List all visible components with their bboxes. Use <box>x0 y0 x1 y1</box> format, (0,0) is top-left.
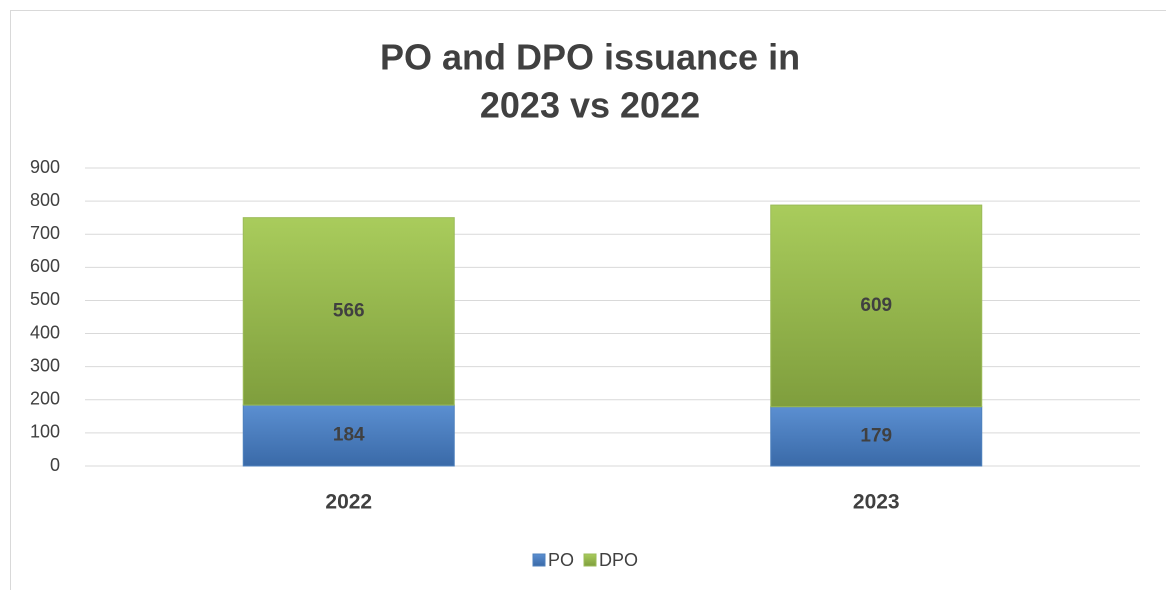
chart-border <box>10 10 1166 590</box>
legend-swatch <box>532 553 546 567</box>
y-tick-label: 600 <box>30 256 60 276</box>
y-tick-label: 400 <box>30 322 60 342</box>
legend-label: PO <box>548 550 574 570</box>
y-tick-label: 300 <box>30 355 60 375</box>
data-label: 609 <box>860 295 892 316</box>
bar-segment <box>770 204 983 408</box>
y-tick-label: 500 <box>30 289 60 309</box>
x-tick-label: 2023 <box>853 491 900 514</box>
data-label: 179 <box>860 425 892 446</box>
y-tick-label: 200 <box>30 389 60 409</box>
chart-title: PO and DPO issuance in <box>380 37 800 78</box>
y-tick-label: 100 <box>30 422 60 442</box>
data-label: 184 <box>333 425 365 446</box>
data-label: 566 <box>333 300 365 321</box>
x-tick-label: 2022 <box>325 491 372 514</box>
y-tick-label: 800 <box>30 190 60 210</box>
y-tick-label: 900 <box>30 157 60 177</box>
y-tick-label: 700 <box>30 223 60 243</box>
chart-title: 2023 vs 2022 <box>480 85 700 126</box>
bar-segment <box>770 406 983 467</box>
bar-segment <box>242 217 455 406</box>
y-tick-label: 0 <box>50 455 60 475</box>
legend-label: DPO <box>599 550 638 570</box>
bar-segment <box>242 404 455 467</box>
legend-swatch <box>583 553 597 567</box>
